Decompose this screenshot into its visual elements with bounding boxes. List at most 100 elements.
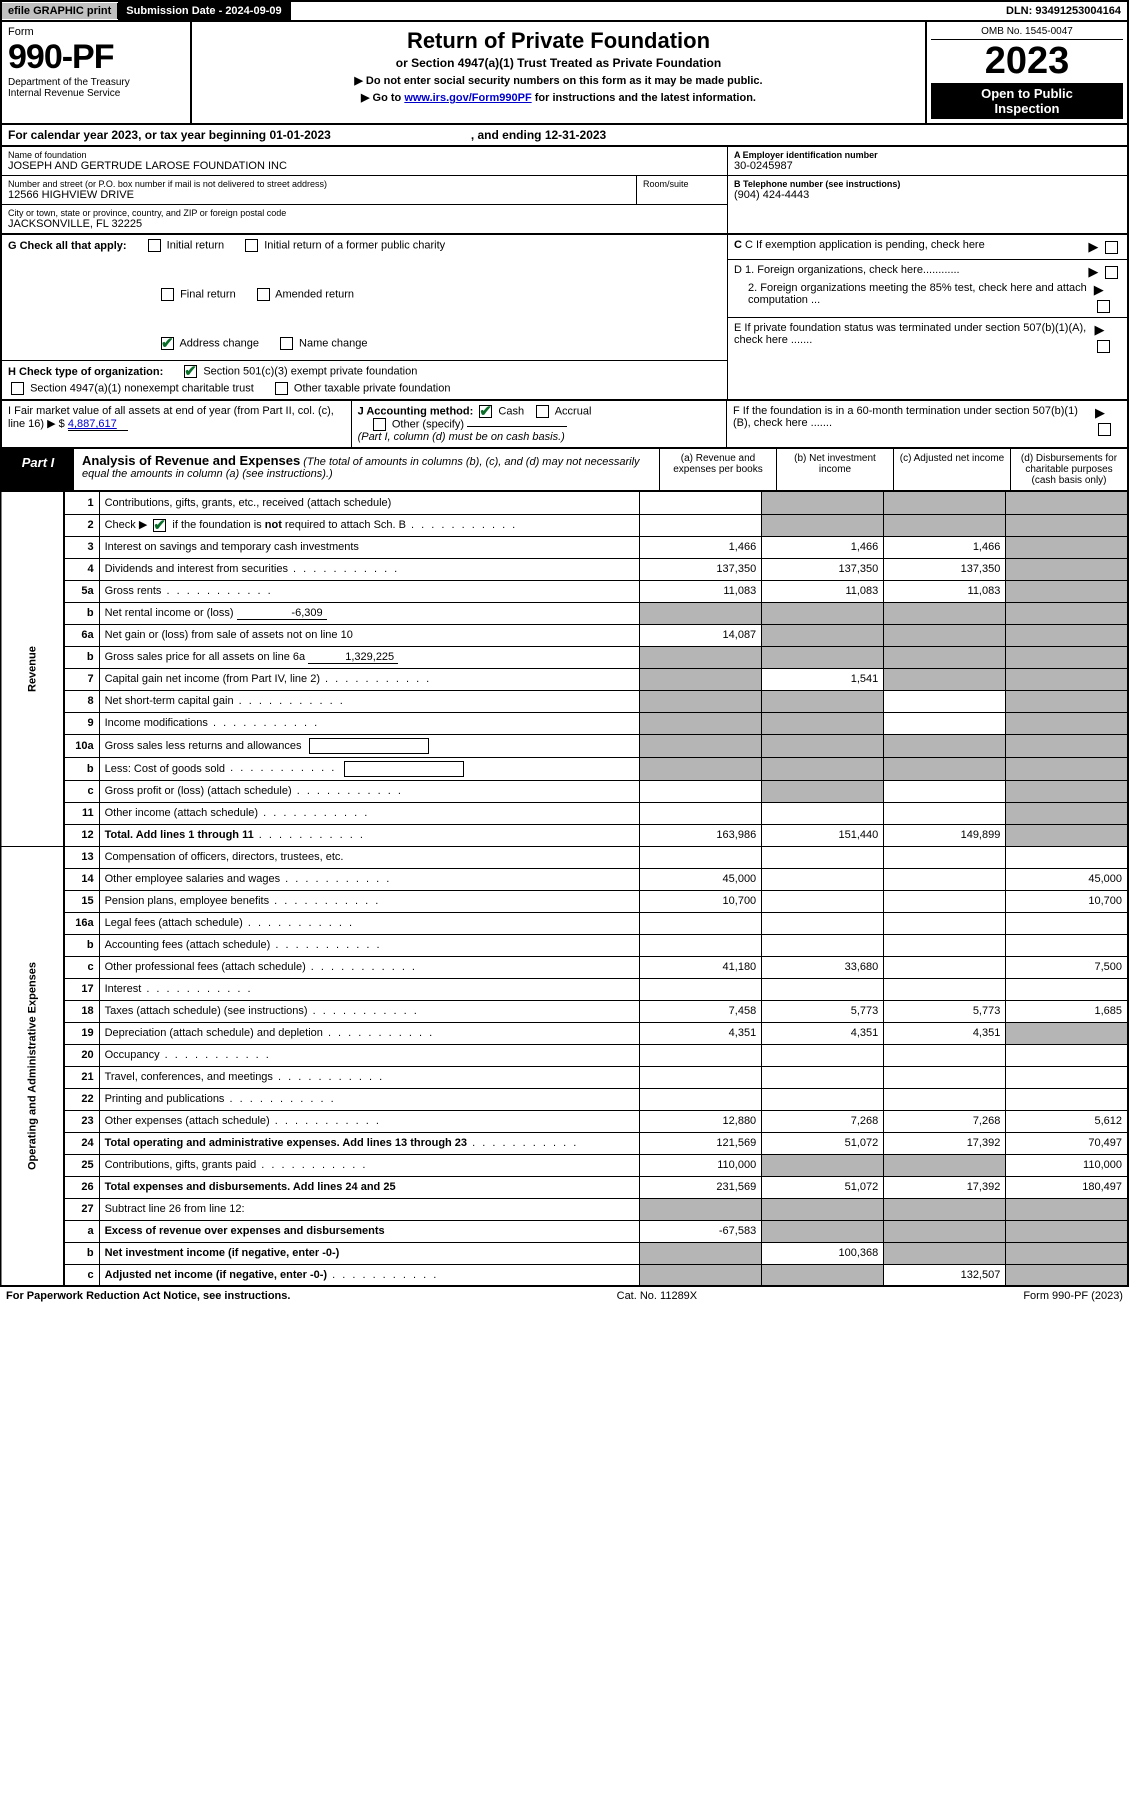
line-desc: Other professional fees (attach schedule…: [99, 956, 640, 978]
cell-col-c: [884, 757, 1006, 780]
cell-col-c: 7,268: [884, 1110, 1006, 1132]
row-c: C C If exemption application is pending,…: [728, 235, 1127, 260]
col-b-head: (b) Net investment income: [776, 449, 893, 490]
line-number: 1: [64, 492, 99, 514]
cell-col-b: [762, 602, 884, 624]
check-60month[interactable]: [1098, 423, 1111, 436]
cell-col-c: [884, 1242, 1006, 1264]
part1-label: Part I: [2, 449, 74, 490]
form-number: 990-PF: [8, 38, 184, 77]
check-4947[interactable]: [11, 382, 24, 395]
check-final-return[interactable]: [161, 288, 174, 301]
ein-row: A Employer identification number 30-0245…: [728, 147, 1127, 176]
header-arrow1: ▶ Do not enter social security numbers o…: [198, 74, 919, 87]
line-number: 10a: [64, 734, 99, 757]
check-other-method[interactable]: [373, 418, 386, 431]
cell-col-b: [762, 1220, 884, 1242]
cell-col-a: [640, 1088, 762, 1110]
line-number: 5a: [64, 580, 99, 602]
i-label: I Fair market value of all assets at end…: [8, 405, 334, 430]
check-foreign-org[interactable]: [1105, 266, 1118, 279]
cell-col-b: [762, 712, 884, 734]
cell-col-b: [762, 1066, 884, 1088]
cell-col-b: [762, 1154, 884, 1176]
line-desc: Less: Cost of goods sold: [99, 757, 640, 780]
cell-col-c: [884, 890, 1006, 912]
line-number: 7: [64, 668, 99, 690]
line-number: 19: [64, 1022, 99, 1044]
cell-col-a: [640, 602, 762, 624]
efile-button[interactable]: efile GRAPHIC print: [2, 3, 118, 19]
city-label: City or town, state or province, country…: [8, 208, 721, 218]
j-accrual: Accrual: [555, 405, 592, 417]
irs-link[interactable]: www.irs.gov/Form990PF: [404, 92, 531, 104]
table-row: cAdjusted net income (if negative, enter…: [1, 1264, 1128, 1286]
line-number: 17: [64, 978, 99, 1000]
check-address-change[interactable]: [161, 337, 174, 350]
check-exemption-pending[interactable]: [1105, 241, 1118, 254]
j-label: J Accounting method:: [358, 405, 474, 417]
check-accrual[interactable]: [536, 405, 549, 418]
check-amended[interactable]: [257, 288, 270, 301]
row-e: E If private foundation status was termi…: [728, 318, 1127, 357]
cell-col-a: 10,700: [640, 890, 762, 912]
cell-col-d: [1006, 1220, 1128, 1242]
g-initial: Initial return: [167, 239, 224, 251]
line-number: 14: [64, 868, 99, 890]
table-row: 26Total expenses and disbursements. Add …: [1, 1176, 1128, 1198]
table-row: 10aGross sales less returns and allowanc…: [1, 734, 1128, 757]
cell-col-c: [884, 624, 1006, 646]
open-public-badge: Open to Public Inspection: [931, 83, 1123, 119]
cell-col-b: 5,773: [762, 1000, 884, 1022]
check-name-change[interactable]: [280, 337, 293, 350]
cell-col-b: 33,680: [762, 956, 884, 978]
cell-col-a: [640, 802, 762, 824]
check-initial-return[interactable]: [148, 239, 161, 252]
cell-col-d: [1006, 912, 1128, 934]
line-number: c: [64, 1264, 99, 1286]
cell-col-c: [884, 1066, 1006, 1088]
line-desc: Accounting fees (attach schedule): [99, 934, 640, 956]
line-number: 6a: [64, 624, 99, 646]
table-row: bNet investment income (if negative, ent…: [1, 1242, 1128, 1264]
cell-col-d: [1006, 668, 1128, 690]
cell-col-d: 110,000: [1006, 1154, 1128, 1176]
omb-number: OMB No. 1545-0047: [931, 26, 1123, 40]
line-number: 3: [64, 536, 99, 558]
cell-col-d: [1006, 1264, 1128, 1286]
line-number: c: [64, 780, 99, 802]
check-sch-b[interactable]: [153, 519, 166, 532]
line-desc: Gross sales price for all assets on line…: [99, 646, 640, 668]
line-number: c: [64, 956, 99, 978]
g-amended: Amended return: [275, 288, 354, 300]
cell-col-a: [640, 690, 762, 712]
check-501c3[interactable]: [184, 365, 197, 378]
form-header: Form 990-PF Department of the Treasury I…: [0, 22, 1129, 125]
header-left: Form 990-PF Department of the Treasury I…: [2, 22, 192, 123]
check-85pct[interactable]: [1097, 300, 1110, 313]
cell-col-b: [762, 846, 884, 868]
cell-col-b: [762, 1198, 884, 1220]
line-desc: Total. Add lines 1 through 11: [99, 824, 640, 846]
cell-col-a: [640, 668, 762, 690]
section-j: J Accounting method: Cash Accrual Other …: [352, 401, 727, 447]
fmv-link[interactable]: 4,887,617: [68, 418, 128, 431]
check-cash[interactable]: [479, 405, 492, 418]
table-row: Operating and Administrative Expenses13C…: [1, 846, 1128, 868]
cell-col-d: [1006, 580, 1128, 602]
open-line1: Open to Public: [931, 86, 1123, 101]
f-label: F If the foundation is in a 60-month ter…: [733, 405, 1087, 443]
check-terminated[interactable]: [1097, 340, 1110, 353]
check-other-taxable[interactable]: [275, 382, 288, 395]
line-desc: Printing and publications: [99, 1088, 640, 1110]
cell-col-d: 5,612: [1006, 1110, 1128, 1132]
table-row: 17Interest: [1, 978, 1128, 1000]
footer-right: Form 990-PF (2023): [1023, 1290, 1123, 1302]
cell-col-a: 1,466: [640, 536, 762, 558]
line-number: 9: [64, 712, 99, 734]
section-f: F If the foundation is in a 60-month ter…: [727, 401, 1127, 447]
check-initial-former[interactable]: [245, 239, 258, 252]
tel-row: B Telephone number (see instructions) (9…: [728, 176, 1127, 204]
part1-header: Part I Analysis of Revenue and Expenses …: [0, 449, 1129, 492]
cell-col-a: [640, 646, 762, 668]
